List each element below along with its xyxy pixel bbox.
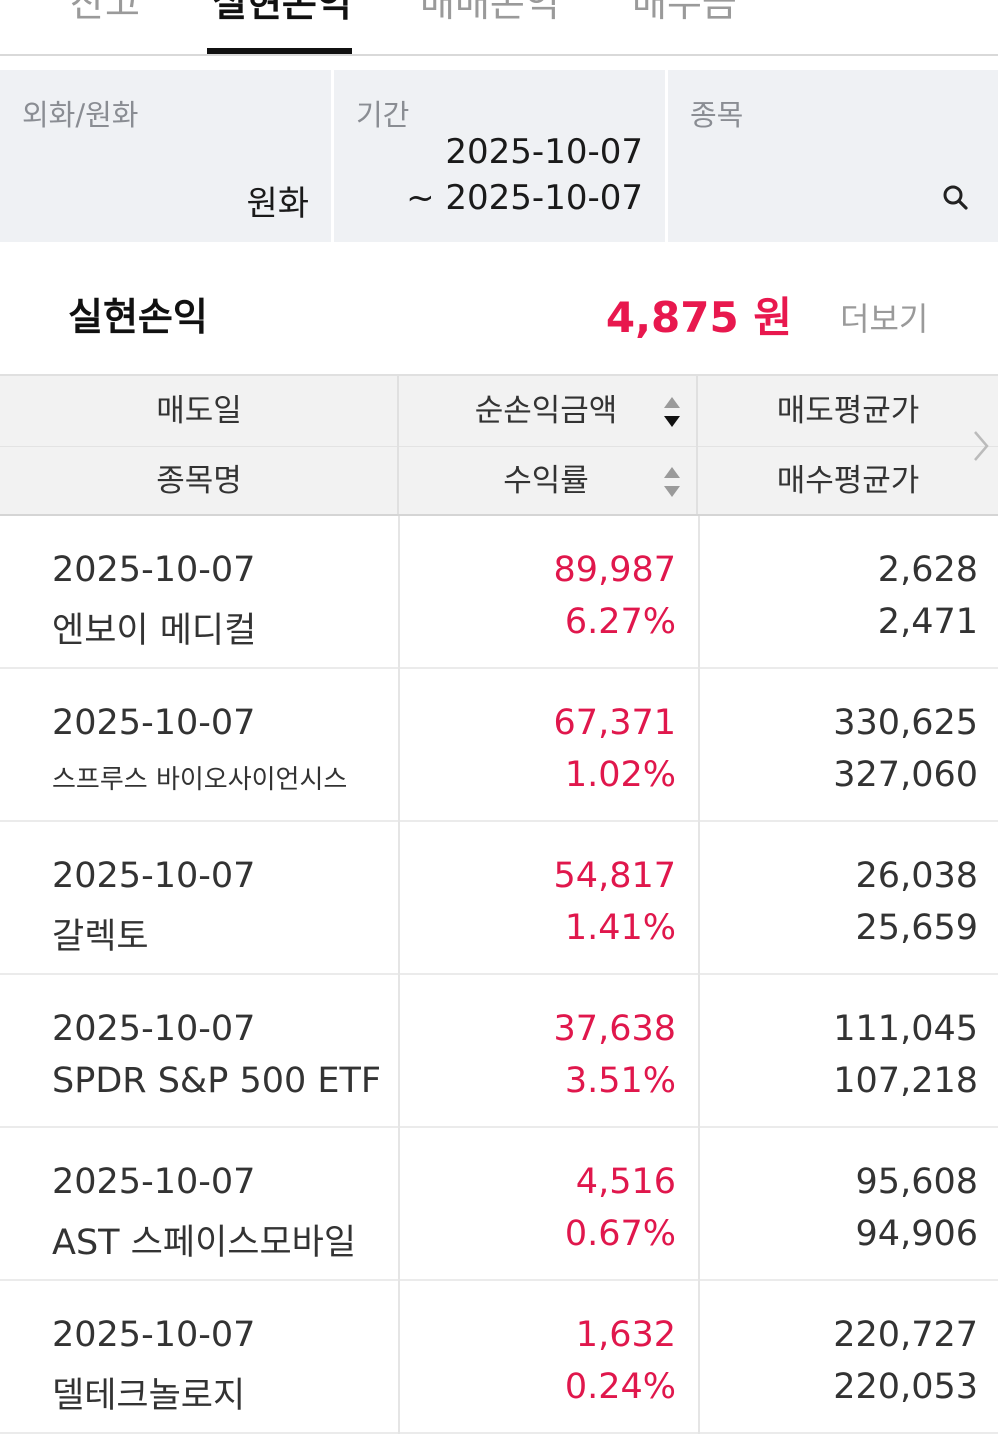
date-name-cell: 2025-10-07 AST 스페이스모바일 xyxy=(0,1128,398,1281)
stock-filter-label: 종목 xyxy=(690,98,744,132)
filter-panel: 외화/원화 원화 기간 2025-10-07 ~ 2025-10-07 종목 xyxy=(0,70,998,242)
net-profit: 89,987 xyxy=(553,550,676,590)
table-row[interactable]: 2025-10-07 갈렉토 54,817 1.41% 26,038 25,65… xyxy=(0,822,998,975)
summary-title: 실현손익 xyxy=(68,295,208,339)
sell-date: 2025-10-07 xyxy=(52,1315,256,1355)
table-row[interactable]: 2025-10-07 스프루스 바이오사이언시스 67,371 1.02% 33… xyxy=(0,669,998,822)
sort-desc-icon[interactable] xyxy=(662,394,682,430)
table-row[interactable]: 2025-10-07 SPDR S&P 500 ETF 37,638 3.51%… xyxy=(0,975,998,1128)
sell-avg-price: 95,608 xyxy=(855,1162,978,1202)
profit-cell: 1,632 0.24% xyxy=(398,1281,698,1434)
buy-avg-price: 25,659 xyxy=(855,908,978,948)
stock-name: AST 스페이스모바일 xyxy=(52,1223,357,1263)
more-button[interactable]: 더보기 xyxy=(840,300,929,338)
header-divider xyxy=(397,376,399,514)
tab-balance[interactable]: 잔고 xyxy=(70,0,140,25)
period-filter[interactable]: 기간 2025-10-07 ~ 2025-10-07 xyxy=(331,70,665,242)
header-divider xyxy=(696,376,698,514)
buy-avg-price: 107,218 xyxy=(833,1061,978,1101)
sell-date: 2025-10-07 xyxy=(52,856,256,896)
period-from: 2025-10-07 xyxy=(445,132,643,172)
return-rate: 0.67% xyxy=(564,1214,676,1254)
profit-cell: 4,516 0.67% xyxy=(398,1128,698,1281)
header-return-rate[interactable]: 수익률 xyxy=(503,463,589,499)
sell-avg-price: 220,727 xyxy=(833,1315,978,1355)
profit-cell: 54,817 1.41% xyxy=(398,822,698,975)
stock-name: 엔보이 메디컬 xyxy=(52,611,257,651)
table-row[interactable]: 2025-10-07 엔보이 메디컬 89,987 6.27% 2,628 2,… xyxy=(0,516,998,669)
tab-purchase[interactable]: 매수금 xyxy=(632,0,737,25)
table-header-row-1: 매도일 순손익금액 매도평균가 xyxy=(0,376,998,447)
buy-avg-price: 220,053 xyxy=(833,1367,978,1407)
search-icon[interactable] xyxy=(942,184,968,210)
header-sell-date: 매도일 xyxy=(156,393,242,429)
stock-filter[interactable]: 종목 xyxy=(665,70,998,242)
period-filter-label: 기간 xyxy=(356,98,410,132)
buy-avg-price: 94,906 xyxy=(855,1214,978,1254)
header-sell-avg-price: 매도평균가 xyxy=(776,393,920,429)
net-profit: 67,371 xyxy=(553,703,676,743)
date-name-cell: 2025-10-07 엔보이 메디컬 xyxy=(0,516,398,669)
return-rate: 6.27% xyxy=(564,602,676,642)
summary-amount: 4,875 원 xyxy=(605,293,792,342)
net-profit: 37,638 xyxy=(553,1009,676,1049)
period-to: ~ 2025-10-07 xyxy=(406,178,643,218)
return-rate: 0.24% xyxy=(564,1367,676,1407)
profit-cell: 37,638 3.51% xyxy=(398,975,698,1128)
date-name-cell: 2025-10-07 델테크놀로지 xyxy=(0,1281,398,1434)
buy-avg-price: 327,060 xyxy=(833,755,978,795)
net-profit: 1,632 xyxy=(575,1315,676,1355)
date-name-cell: 2025-10-07 스프루스 바이오사이언시스 xyxy=(0,669,398,822)
header-buy-avg-price: 매수평균가 xyxy=(776,463,920,499)
price-cell: 26,038 25,659 xyxy=(698,822,998,975)
tab-trading-profit[interactable]: 매매손익 xyxy=(420,0,560,25)
date-name-cell: 2025-10-07 SPDR S&P 500 ETF xyxy=(0,975,398,1128)
table-row[interactable]: 2025-10-07 델테크놀로지 1,632 0.24% 220,727 22… xyxy=(0,1281,998,1434)
sell-date: 2025-10-07 xyxy=(52,550,256,590)
price-cell: 330,625 327,060 xyxy=(698,669,998,822)
header-net-profit[interactable]: 순손익금액 xyxy=(474,393,618,429)
sell-avg-price: 330,625 xyxy=(833,703,978,743)
realized-profit-summary: 실현손익 4,875 원 더보기 xyxy=(0,242,998,374)
chevron-right-icon[interactable] xyxy=(970,426,992,466)
stock-name: 델테크놀로지 xyxy=(52,1376,246,1416)
sell-avg-price: 26,038 xyxy=(855,856,978,896)
profit-cell: 89,987 6.27% xyxy=(398,516,698,669)
table-header: 매도일 순손익금액 매도평균가 종목명 수익률 매수평균가 xyxy=(0,374,998,516)
stock-name: 갈렉토 xyxy=(52,917,149,957)
table-body: 2025-10-07 엔보이 메디컬 89,987 6.27% 2,628 2,… xyxy=(0,516,998,1434)
sell-date: 2025-10-07 xyxy=(52,1162,256,1202)
tab-realized-profit[interactable]: 실현손익 xyxy=(212,0,352,25)
net-profit: 54,817 xyxy=(553,856,676,896)
return-rate: 1.41% xyxy=(564,908,676,948)
price-cell: 220,727 220,053 xyxy=(698,1281,998,1434)
tab-bar: 잔고 실현손익 매매손익 매수금 xyxy=(0,0,998,56)
sell-date: 2025-10-07 xyxy=(52,703,256,743)
return-rate: 1.02% xyxy=(564,755,676,795)
currency-filter-value: 원화 xyxy=(246,184,309,224)
sell-date: 2025-10-07 xyxy=(52,1009,256,1049)
return-rate: 3.51% xyxy=(564,1061,676,1101)
currency-filter-label: 외화/원화 xyxy=(22,98,139,132)
price-cell: 2,628 2,471 xyxy=(698,516,998,669)
header-stock-name: 종목명 xyxy=(156,463,242,499)
net-profit: 4,516 xyxy=(575,1162,676,1202)
buy-avg-price: 2,471 xyxy=(877,602,978,642)
currency-filter[interactable]: 외화/원화 원화 xyxy=(0,70,331,242)
stock-name: SPDR S&P 500 ETF xyxy=(52,1061,382,1101)
date-name-cell: 2025-10-07 갈렉토 xyxy=(0,822,398,975)
price-cell: 111,045 107,218 xyxy=(698,975,998,1128)
profit-cell: 67,371 1.02% xyxy=(398,669,698,822)
table-header-row-2: 종목명 수익률 매수평균가 xyxy=(0,446,998,516)
stock-name: 스프루스 바이오사이언시스 xyxy=(52,765,348,795)
sort-icon[interactable] xyxy=(662,464,682,500)
table-row[interactable]: 2025-10-07 AST 스페이스모바일 4,516 0.67% 95,60… xyxy=(0,1128,998,1281)
sell-avg-price: 111,045 xyxy=(833,1009,978,1049)
sell-avg-price: 2,628 xyxy=(877,550,978,590)
active-tab-indicator xyxy=(207,48,352,54)
price-cell: 95,608 94,906 xyxy=(698,1128,998,1281)
